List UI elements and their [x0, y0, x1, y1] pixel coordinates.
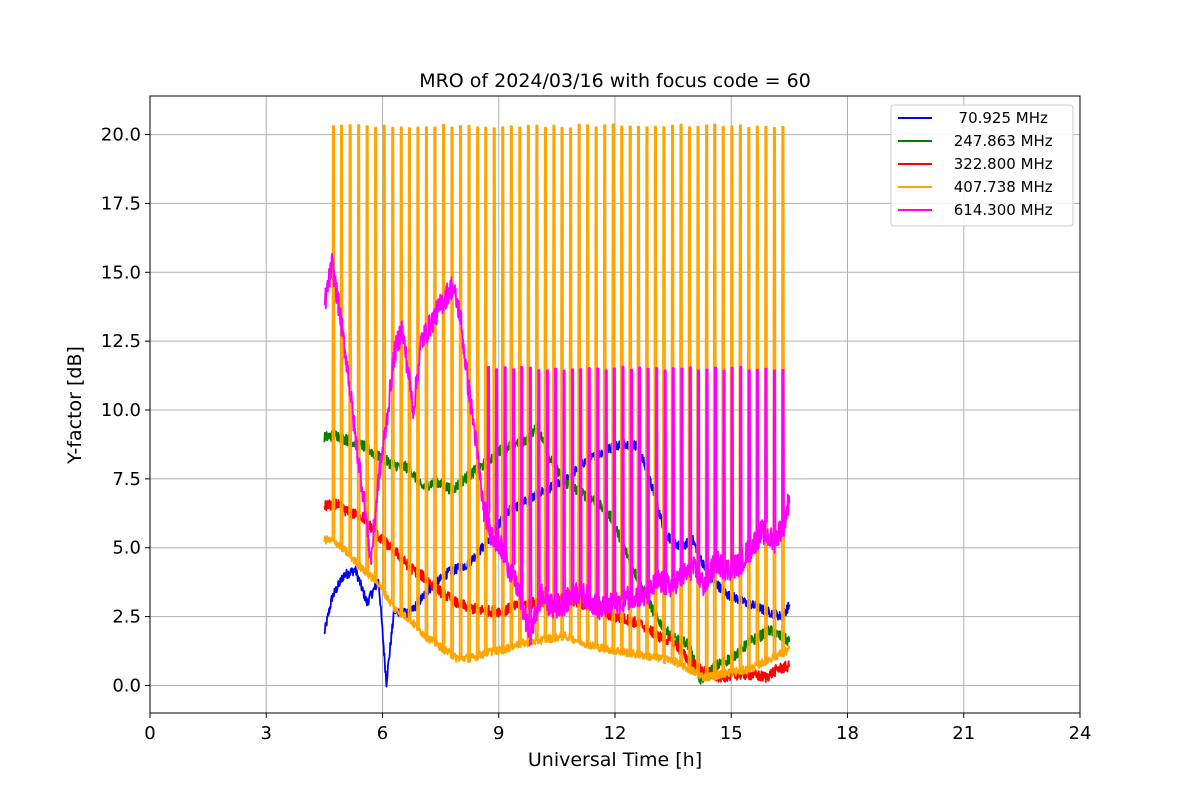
- y-axis-ticks: 0.0 2.5 5.0 7.5 10.0 12.5 15.0 17.5 20.0: [101, 125, 150, 696]
- y-tick-label: 10.0: [101, 400, 141, 421]
- series-line-3: [323, 123, 791, 682]
- legend: 70.925 MHz 247.863 MHz 322.800 MHz 407.7…: [890, 104, 1074, 227]
- y-tick-label: 7.5: [112, 469, 141, 490]
- y-tick-label: 2.5: [112, 607, 141, 628]
- x-axis-ticks: 0 3 6 9 12 15 18 21 24: [144, 713, 1091, 744]
- chart-title: MRO of 2024/03/16 with focus code = 60: [419, 70, 811, 92]
- x-axis-label: Universal Time [h]: [528, 749, 702, 771]
- y-tick-label: 0.0: [112, 675, 141, 696]
- legend-label-3: 407.738 MHz: [949, 178, 1053, 196]
- y-tick-label: 17.5: [101, 193, 141, 214]
- x-tick-label: 21: [952, 723, 975, 744]
- x-tick-label: 18: [836, 723, 859, 744]
- x-tick-label: 9: [493, 723, 504, 744]
- legend-label-1: 247.863 MHz: [949, 132, 1053, 150]
- legend-label-0: 70.925 MHz: [949, 109, 1048, 127]
- series-group: [323, 123, 791, 688]
- legend-frame: [890, 104, 1074, 227]
- y-tick-label: 12.5: [101, 331, 141, 352]
- x-tick-label: 0: [144, 723, 155, 744]
- legend-label-4: 614.300 MHz: [949, 201, 1053, 219]
- y-tick-label: 20.0: [101, 125, 141, 146]
- x-tick-label: 12: [604, 723, 627, 744]
- x-tick-label: 6: [377, 723, 388, 744]
- x-tick-label: 15: [720, 723, 743, 744]
- y-axis-label: Y-factor [dB]: [64, 346, 86, 465]
- legend-label-2: 322.800 MHz: [949, 155, 1053, 173]
- y-tick-label: 5.0: [112, 538, 141, 559]
- x-tick-label: 3: [261, 723, 272, 744]
- x-tick-label: 24: [1069, 723, 1092, 744]
- series-line-4: [323, 253, 791, 647]
- y-tick-label: 15.0: [101, 262, 141, 283]
